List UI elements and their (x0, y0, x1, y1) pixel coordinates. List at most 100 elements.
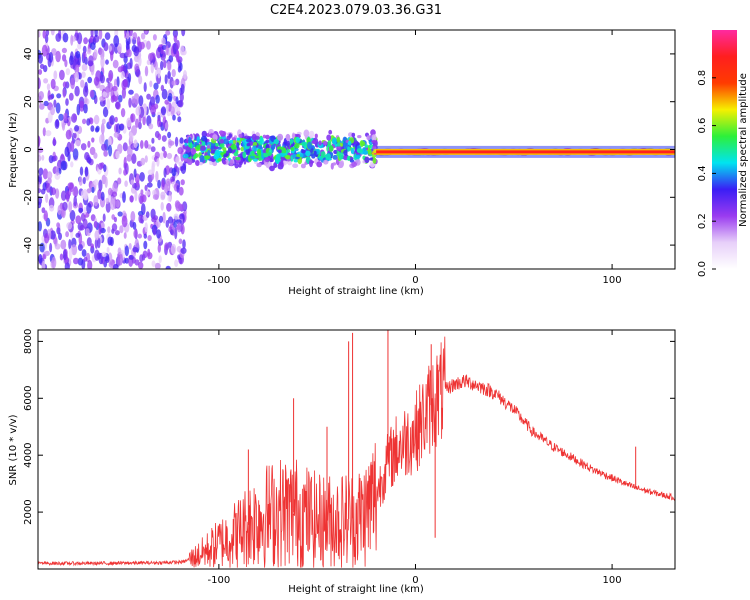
spectrogram-cell (180, 179, 185, 186)
spectrogram-x-label: Height of straight line (km) (288, 286, 424, 297)
spectrogram-cell (62, 201, 68, 211)
spectrogram-cell (81, 259, 86, 269)
y-tick-label: -40 (23, 237, 34, 253)
spectrogram-cell (82, 218, 88, 229)
spectrogram-cell (178, 238, 183, 245)
spectrogram-cell (308, 130, 315, 138)
spectrogram-cell (79, 100, 85, 112)
spectrogram-cell (278, 149, 282, 154)
spectrogram-cell (265, 134, 270, 140)
spectrogram-cell (156, 158, 160, 167)
spectrogram-cell (65, 129, 72, 140)
spectrogram-cell (126, 62, 132, 70)
spectrogram-cell (141, 194, 147, 203)
spectrogram-cell (71, 244, 78, 256)
spectrogram-cell (157, 117, 161, 128)
spectrogram-cell (117, 253, 123, 266)
spectrogram-cell (49, 242, 53, 253)
spectrogram-cell (39, 242, 45, 253)
spectrogram-cell (146, 40, 151, 50)
spectrogram-cell (167, 61, 172, 71)
spectrogram-cell (119, 225, 124, 234)
spectrogram-cell (111, 223, 118, 232)
spectrogram-cell (103, 164, 107, 173)
spectrogram-cell (143, 82, 147, 93)
spectrogram-cell (146, 59, 151, 66)
spectrogram-cell (136, 36, 141, 47)
spectrogram-cell (69, 55, 74, 66)
spectrogram-cell (136, 180, 140, 187)
spectrogram-cell (160, 84, 165, 92)
spectrogram-cell (55, 165, 59, 176)
spectrogram-cell (184, 142, 188, 147)
spectrogram-cell (210, 145, 216, 149)
spectrogram-cell (93, 49, 98, 59)
spectrogram-cell (157, 68, 161, 79)
y-tick-label: 4000 (23, 442, 34, 467)
spectrogram-cell (182, 239, 186, 249)
spectrogram-cell (56, 93, 62, 99)
spectrogram-cell (144, 184, 148, 191)
spectrogram-cell (105, 201, 111, 213)
spectrogram-cell (161, 146, 166, 152)
spectrogram-cell (158, 215, 164, 223)
spectrogram-cell (158, 255, 162, 264)
spectrogram-cell (219, 138, 224, 144)
spectrogram-cell (172, 114, 176, 121)
spectrogram-cell (295, 136, 301, 144)
spectrogram-cell (93, 114, 100, 125)
y-tick-label: 2000 (23, 499, 34, 524)
spectrogram-cell (54, 172, 61, 180)
spectrogram-cell (80, 143, 87, 151)
spectrogram-cell (60, 239, 67, 250)
spectrogram-cell (173, 221, 177, 228)
spectrogram-cell (318, 140, 322, 146)
spectrogram-cell (103, 42, 109, 52)
spectrogram-cell (98, 179, 103, 192)
spectrogram-cell (111, 191, 118, 197)
snr-frame (37, 329, 676, 570)
spectrogram-cell (38, 136, 41, 148)
spectrogram-cell (94, 230, 100, 241)
spectrogram-cell (83, 103, 88, 114)
spectrogram-cell (370, 129, 376, 136)
spectrogram-cell (81, 249, 87, 257)
spectrogram-cell (94, 238, 99, 249)
spectrogram-cell (84, 96, 88, 104)
spectrogram-cell (112, 263, 119, 269)
spectrogram-cell (343, 149, 348, 156)
spectrogram-panel: -100 0 100 -40 -20 0 20 40 Height of straight … (8, 29, 676, 297)
spectrogram-cell (135, 118, 139, 128)
spectrogram-cell (278, 161, 283, 166)
spectrogram-cell (118, 94, 123, 103)
spectrogram-cell (115, 101, 120, 110)
spectrogram-cell (165, 45, 169, 56)
spectrogram-cell (73, 133, 77, 139)
spectrogram-cell (236, 142, 240, 149)
spectrogram-cell (65, 68, 71, 76)
spectrogram-cell (280, 149, 286, 154)
spectrogram-cell (63, 112, 68, 122)
spectrogram-cell (74, 139, 81, 147)
spectrogram-cell (174, 259, 179, 268)
spectrogram-cell (114, 230, 120, 236)
spectrogram-cell (161, 88, 168, 100)
spectrogram-cell (43, 210, 49, 222)
spectrogram-cell (90, 214, 96, 222)
spectrogram-cell (264, 157, 271, 163)
spectrogram-cell (251, 133, 257, 141)
spectrogram-cell (150, 62, 154, 74)
spectrogram-cell (72, 189, 77, 196)
spectrogram-cell (152, 227, 157, 236)
spectrogram-cell (122, 191, 126, 203)
spectrogram-cell (64, 59, 68, 68)
spectrogram-cell (46, 171, 53, 180)
spectrogram-cell (83, 256, 88, 262)
spectrogram-cell (73, 257, 79, 265)
spectrogram-cell (38, 154, 42, 162)
spectrogram-cell (113, 131, 120, 138)
spectrogram-cell (56, 222, 60, 229)
spectrogram-cell (144, 155, 148, 163)
spectrogram-cell (65, 190, 70, 202)
